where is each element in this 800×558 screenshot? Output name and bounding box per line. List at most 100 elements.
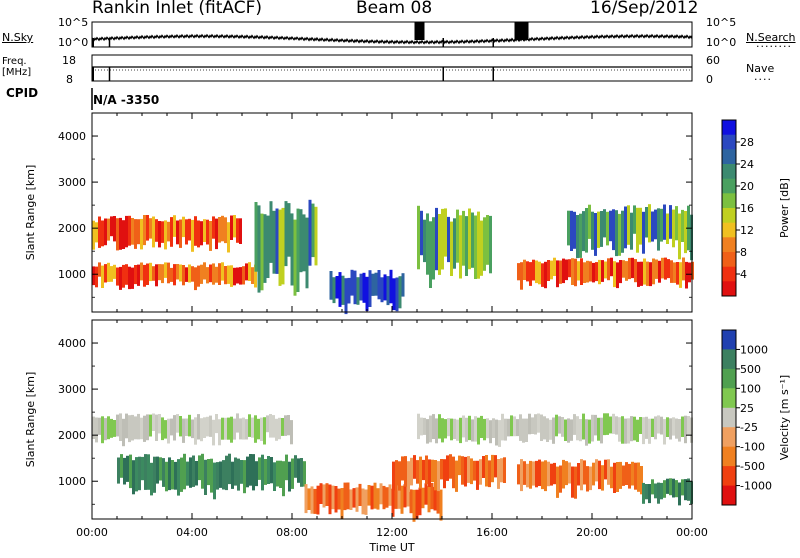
echo-cell	[270, 457, 273, 484]
echo-cell	[570, 419, 573, 441]
echo-cell	[308, 199, 312, 266]
echo-cell	[474, 215, 477, 279]
echo-cell	[541, 263, 544, 287]
echo-cell	[302, 214, 306, 272]
echo-cell	[657, 415, 660, 434]
echo-cell	[609, 416, 612, 434]
echo-cell	[182, 265, 185, 286]
echo-cell	[305, 217, 309, 289]
echo-cell	[129, 454, 132, 489]
echo-cell	[652, 258, 655, 285]
echo-cell	[126, 455, 129, 482]
echo-cell	[401, 273, 405, 297]
echo-cell	[591, 414, 594, 442]
echo-cell	[376, 488, 380, 510]
y-tick-label: 1000	[58, 268, 86, 281]
echo-cell	[395, 277, 399, 312]
echo-cell	[461, 456, 464, 485]
echo-cell	[197, 414, 200, 440]
echo-cell	[279, 460, 282, 488]
echo-cell	[619, 260, 622, 284]
echo-cell	[654, 416, 657, 440]
echo-band	[117, 453, 306, 500]
echo-cell	[526, 261, 529, 282]
echo-cell	[364, 489, 368, 515]
echo-cell	[574, 258, 577, 287]
echo-cell	[128, 215, 131, 246]
echo-cell	[255, 461, 258, 487]
echo-cell	[535, 460, 538, 488]
echo-cell	[260, 417, 263, 441]
echo-cell	[104, 418, 107, 441]
echo-cell	[95, 266, 98, 288]
echo-cell	[234, 457, 237, 486]
y-tick-label: 2000	[58, 429, 86, 442]
echo-cell	[367, 485, 371, 506]
echo-cell	[606, 413, 609, 435]
echo-cell	[672, 417, 675, 436]
cpid-label: CPID	[6, 86, 39, 100]
echo-cell	[627, 418, 630, 444]
echo-cell	[646, 261, 649, 286]
echo-cell	[495, 419, 498, 446]
echo-cell	[370, 485, 374, 510]
echo-cell	[645, 416, 648, 439]
echo-cell	[654, 483, 657, 499]
echo-cell	[276, 460, 279, 487]
echo-cell	[144, 454, 147, 490]
echo-cell	[660, 482, 663, 500]
echo-cell	[395, 460, 398, 486]
echo-cell	[520, 262, 523, 290]
echo-cell	[263, 417, 266, 445]
echo-cell	[438, 414, 441, 439]
echo-cell	[98, 216, 101, 248]
cpid-value: N/A -3350	[93, 93, 160, 107]
echo-cell	[174, 461, 177, 490]
echo-cell	[140, 218, 143, 250]
x-axis-label: Time UT	[368, 541, 414, 554]
echo-cell	[428, 459, 431, 487]
echo-cell	[631, 257, 634, 279]
echo-cell	[240, 460, 243, 484]
echo-cell	[293, 219, 297, 296]
echo-cell	[433, 486, 437, 511]
echo-cell	[663, 419, 666, 445]
echo-cell	[329, 271, 333, 300]
echo-cell	[146, 215, 149, 241]
echo-cell	[619, 461, 622, 489]
echo-cell	[147, 454, 150, 490]
echo-cell	[98, 262, 101, 277]
echo-band	[517, 459, 643, 499]
echo-cell	[649, 262, 652, 287]
echo-cell	[284, 201, 288, 267]
echo-cell	[252, 454, 255, 491]
echo-cell	[513, 416, 516, 437]
echo-cell	[362, 272, 366, 303]
echo-cell	[125, 413, 128, 439]
echo-cell	[667, 259, 670, 279]
echo-cell	[666, 478, 669, 494]
echo-cell	[537, 413, 540, 433]
echo-cell	[373, 482, 377, 509]
echo-cell	[437, 461, 440, 492]
echo-cell	[267, 456, 270, 484]
echo-cell	[625, 462, 628, 485]
echo-cell	[684, 415, 687, 444]
echo-cell	[155, 414, 158, 441]
echo-cell	[637, 462, 640, 492]
echo-cell	[675, 206, 678, 241]
echo-cell	[450, 221, 453, 276]
echo-cell	[613, 261, 616, 288]
echo-cell	[531, 417, 534, 434]
echo-cell	[116, 267, 119, 286]
echo-cell	[583, 262, 586, 283]
colorbar-tick-label: 25	[740, 402, 754, 415]
nsky-spike	[514, 22, 529, 40]
echo-cell	[231, 461, 234, 489]
echo-cell	[556, 466, 559, 498]
echo-band	[517, 257, 694, 290]
echo-cell	[682, 257, 685, 281]
echo-cell	[170, 217, 173, 247]
echo-cell	[427, 485, 431, 513]
echo-cell	[540, 414, 543, 441]
